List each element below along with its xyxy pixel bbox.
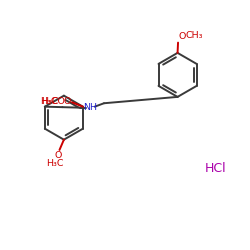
Text: O: O — [54, 151, 62, 160]
Text: CH₃: CH₃ — [186, 31, 203, 40]
Text: O: O — [63, 97, 70, 106]
Text: O: O — [178, 32, 186, 41]
Text: H₃C: H₃C — [46, 159, 64, 168]
Text: HCl: HCl — [205, 162, 226, 175]
Text: NH: NH — [84, 103, 98, 112]
Text: H₃C: H₃C — [41, 97, 58, 106]
Text: H₃CO: H₃CO — [40, 97, 65, 106]
